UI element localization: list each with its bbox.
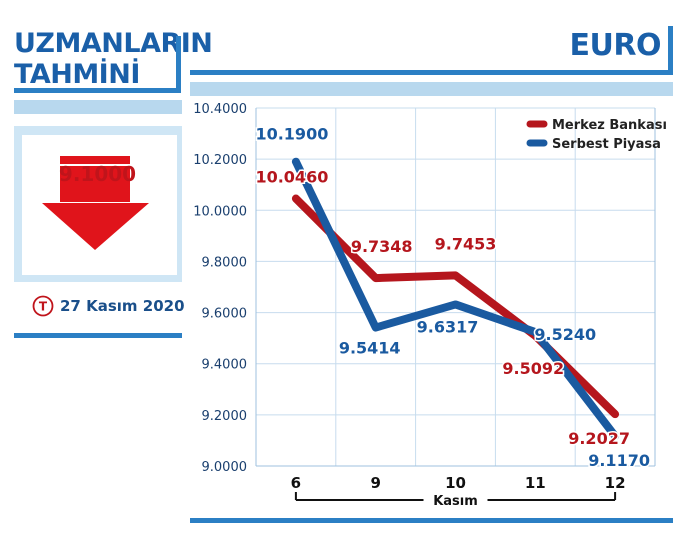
data-label: 9.5414 [339,339,401,358]
logo-letter: T [39,300,48,314]
y-tick-label: 10.0000 [193,204,247,219]
forecast-title-line2: TAHMİNİ [14,59,140,90]
chart-corner-vertical [668,26,673,74]
title-corner-horizontal [14,88,181,93]
data-label: 9.7348 [351,237,413,256]
data-label: 9.2027 [568,429,630,448]
x-tick-label: 12 [605,474,626,492]
title-corner-vertical [176,36,181,88]
legend-label: Serbest Piyasa [552,137,661,152]
x-tick-label: 9 [370,474,380,492]
y-tick-label: 10.2000 [193,153,247,168]
newspaper-logo-icon: T [32,295,54,317]
data-label: 9.6317 [417,317,479,336]
y-tick-label: 9.4000 [202,358,248,373]
left-bottom-rule [14,333,182,338]
forecast-value: 9.1000 [58,162,137,186]
data-label: 9.7453 [435,234,497,253]
y-tick-label: 9.0000 [202,460,248,475]
chart-separator-band [190,82,673,96]
x-tick-label: 10 [445,474,466,492]
series-line-serbest-piyasa [291,157,620,441]
down-arrow-icon [42,156,149,250]
forecast-date: 27 Kasım 2020 [60,297,185,315]
data-label: 10.1900 [255,125,328,144]
x-label-bg [423,491,488,509]
data-label: 10.0460 [255,168,328,187]
forecast-date-row: T 27 Kasım 2020 [32,294,185,318]
x-tick-label: 6 [291,474,301,492]
data-label: 9.5092 [502,359,564,378]
y-tick-label: 9.8000 [202,255,248,270]
y-tick-label: 9.6000 [202,307,248,322]
legend-label: Merkez Bankası [552,118,667,133]
data-label: 9.1170 [588,451,650,470]
chart-corner-horizontal [190,70,673,75]
y-tick-label: 9.2000 [202,409,248,424]
x-tick-label: 11 [525,474,546,492]
y-tick-label: 10.4000 [193,102,247,117]
chart-title: EURO [569,28,662,63]
left-separator-band [14,100,182,114]
x-axis-label: Kasım [433,494,478,509]
data-label: 9.5240 [534,325,596,344]
chart-bottom-rule [190,518,673,523]
